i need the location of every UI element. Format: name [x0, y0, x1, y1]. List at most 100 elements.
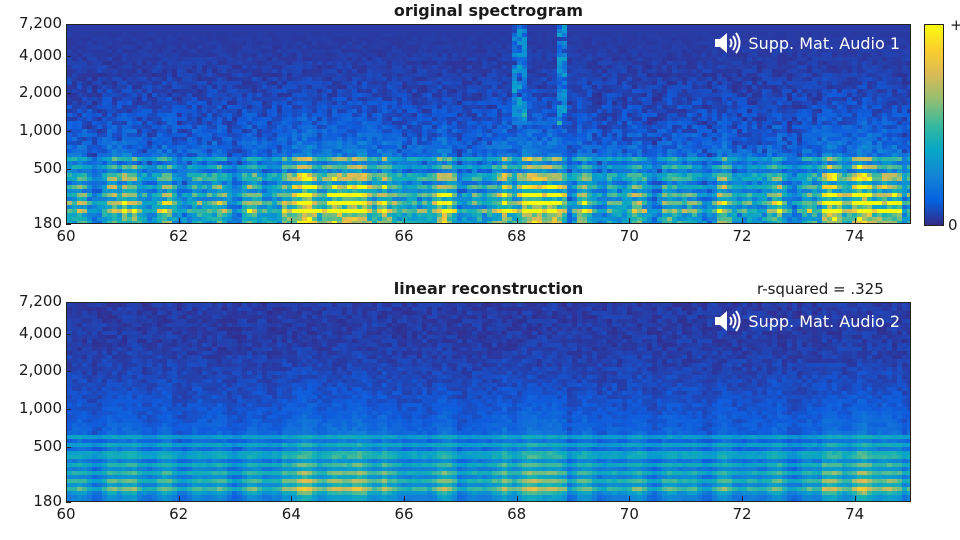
heatmap-cell: [332, 165, 338, 170]
heatmap-cell: [382, 129, 388, 134]
heatmap-cell: [132, 181, 138, 186]
heatmap-cell: [272, 45, 278, 50]
heatmap-cell: [197, 53, 203, 58]
heatmap-cell: [472, 157, 478, 162]
heatmap-cell: [457, 101, 463, 106]
heatmap-cell: [167, 69, 173, 74]
heatmap-cell: [437, 97, 443, 102]
heatmap-cell: [387, 185, 393, 190]
heatmap-cell: [392, 169, 398, 174]
heatmap-cell: [482, 205, 488, 210]
heatmap-cell: [227, 153, 233, 158]
heatmap-cell: [247, 169, 253, 174]
heatmap-cell: [227, 73, 233, 78]
heatmap-cell: [357, 93, 363, 98]
heatmap-cell: [267, 189, 273, 194]
heatmap-cell: [357, 45, 363, 50]
heatmap-cell: [372, 117, 378, 122]
heatmap-cell: [462, 101, 468, 106]
heatmap-cell: [357, 73, 363, 78]
heatmap-cell: [257, 201, 263, 206]
heatmap-cell: [412, 61, 418, 66]
heatmap-cell: [367, 185, 373, 190]
heatmap-cell: [102, 193, 108, 198]
heatmap-cell: [492, 181, 498, 186]
heatmap-cell: [337, 69, 343, 74]
heatmap-cell: [162, 205, 168, 210]
heatmap-cell: [437, 213, 443, 218]
heatmap-cell: [287, 105, 293, 110]
heatmap-cell: [452, 133, 458, 138]
heatmap-cell: [122, 157, 128, 162]
heatmap-cell: [422, 89, 428, 94]
heatmap-cell: [427, 165, 433, 170]
heatmap-cell: [472, 165, 478, 170]
heatmap-cell: [382, 101, 388, 106]
heatmap-cell: [507, 85, 513, 90]
heatmap-cell: [77, 205, 83, 210]
heatmap-cell: [372, 145, 378, 150]
heatmap-cell: [482, 85, 488, 90]
heatmap-cell: [262, 77, 268, 82]
heatmap-cell: [237, 125, 243, 130]
heatmap-cell: [107, 45, 113, 50]
heatmap-cell: [352, 169, 358, 174]
heatmap-cell: [492, 97, 498, 102]
heatmap-cell: [147, 45, 153, 50]
heatmap-cell: [167, 117, 173, 122]
heatmap-cell: [272, 85, 278, 90]
heatmap-cell: [452, 77, 458, 82]
heatmap-cell: [502, 61, 508, 66]
heatmap-cell: [247, 217, 253, 222]
heatmap-cell: [482, 193, 488, 198]
heatmap-cell: [227, 89, 233, 94]
heatmap-cell: [367, 137, 373, 142]
heatmap-cell: [287, 53, 293, 58]
heatmap-cell: [107, 145, 113, 150]
heatmap-cell: [312, 121, 318, 126]
heatmap-cell: [482, 197, 488, 202]
heatmap-cell: [517, 89, 523, 94]
heatmap-cell: [282, 53, 288, 58]
heatmap-cell: [332, 93, 338, 98]
heatmap-cell: [377, 165, 383, 170]
heatmap-cell: [377, 213, 383, 218]
heatmap-cell: [512, 77, 518, 82]
heatmap-cell: [127, 221, 133, 223]
heatmap-cell: [242, 49, 248, 54]
heatmap-cell: [367, 81, 373, 86]
heatmap-cell: [522, 73, 528, 78]
heatmap-cell: [367, 61, 373, 66]
heatmap-cell: [427, 221, 433, 223]
heatmap-cell: [342, 101, 348, 106]
heatmap-cell: [222, 169, 228, 174]
heatmap-cell: [162, 217, 168, 222]
heatmap-cell: [517, 201, 523, 206]
heatmap-cell: [152, 105, 158, 110]
heatmap-cell: [112, 165, 118, 170]
heatmap-cell: [557, 121, 563, 126]
heatmap-cell: [377, 93, 383, 98]
heatmap-cell: [302, 41, 308, 46]
heatmap-cell: [377, 89, 383, 94]
heatmap-cell: [227, 81, 233, 86]
heatmap-cell: [292, 117, 298, 122]
heatmap-cell: [557, 161, 563, 166]
heatmap-cell: [117, 141, 123, 146]
heatmap-cell: [332, 77, 338, 82]
heatmap-cell: [462, 177, 468, 182]
heatmap-cell: [172, 177, 178, 182]
heatmap-cell: [517, 153, 523, 158]
heatmap-cell: [187, 153, 193, 158]
heatmap-cell: [77, 161, 83, 166]
heatmap-cell: [402, 73, 408, 78]
heatmap-cell: [77, 221, 83, 223]
heatmap-cell: [527, 165, 533, 170]
heatmap-cell: [447, 185, 453, 190]
heatmap-cell: [177, 41, 183, 46]
heatmap-cell: [157, 185, 163, 190]
heatmap-cell: [477, 185, 483, 190]
heatmap-cell: [222, 53, 228, 58]
heatmap-cell: [127, 85, 133, 90]
heatmap-cell: [142, 221, 148, 223]
